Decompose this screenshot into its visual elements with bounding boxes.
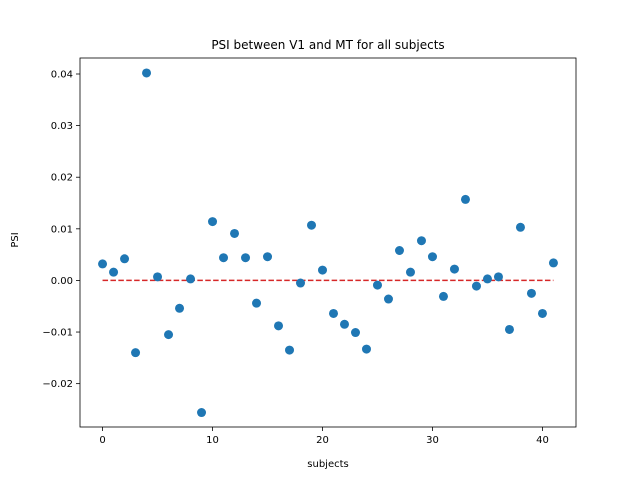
y-tick-label: 0.03 <box>51 121 73 132</box>
x-axis-label: subjects <box>307 459 348 470</box>
data-point <box>164 330 174 340</box>
x-tick-label: 0 <box>99 435 105 446</box>
y-tick-label: 0.02 <box>51 173 73 184</box>
y-tick-label: −0.02 <box>42 379 73 390</box>
data-point <box>186 274 196 284</box>
x-tick-label: 10 <box>206 435 219 446</box>
data-point <box>120 254 130 264</box>
data-point <box>350 328 360 338</box>
data-point <box>328 308 338 318</box>
data-point <box>548 258 558 268</box>
data-point <box>241 253 251 263</box>
data-point <box>482 274 492 284</box>
y-tick-label: 0.04 <box>51 69 73 80</box>
y-axis-label: PSI <box>10 232 21 247</box>
axes-frame <box>79 57 577 428</box>
data-point <box>537 308 547 318</box>
data-point <box>427 252 437 262</box>
data-point <box>153 272 163 282</box>
data-point <box>394 245 404 255</box>
data-point <box>109 267 119 277</box>
data-point <box>296 278 306 288</box>
data-point <box>438 291 448 301</box>
data-point <box>142 68 152 78</box>
data-point <box>361 344 371 354</box>
data-point <box>307 220 317 230</box>
data-point <box>339 319 349 329</box>
data-point <box>197 408 207 418</box>
data-point <box>263 252 273 262</box>
data-point <box>460 194 470 204</box>
data-point <box>504 324 514 334</box>
axes: 0 10 20 30 40 −0.02 −0.01 0.00 0.01 0.02 0.03 0.04 <box>42 57 577 446</box>
data-point <box>230 228 240 238</box>
chart-title: PSI between V1 and MT for all subjects <box>211 38 444 52</box>
data-point <box>274 321 284 331</box>
data-point <box>471 281 481 291</box>
plot-area <box>98 68 558 418</box>
data-point <box>416 236 426 246</box>
y-tick-label: −0.01 <box>42 328 73 339</box>
data-point <box>175 303 185 313</box>
data-point <box>318 265 328 275</box>
x-tick-label: 30 <box>426 435 439 446</box>
y-tick-label: 0.00 <box>51 276 73 287</box>
data-point <box>285 345 295 355</box>
data-point <box>252 298 262 308</box>
data-point <box>219 253 229 263</box>
data-point <box>493 272 503 282</box>
data-point <box>405 267 415 277</box>
x-tick-label: 40 <box>536 435 549 446</box>
data-point <box>208 217 218 227</box>
data-point <box>131 348 141 358</box>
x-tick-label: 20 <box>316 435 329 446</box>
data-point <box>98 259 108 269</box>
data-point <box>383 294 393 304</box>
data-point <box>515 222 525 232</box>
data-point <box>526 288 536 298</box>
y-tick-label: 0.01 <box>51 224 73 235</box>
data-point <box>372 280 382 290</box>
data-point <box>449 264 459 274</box>
